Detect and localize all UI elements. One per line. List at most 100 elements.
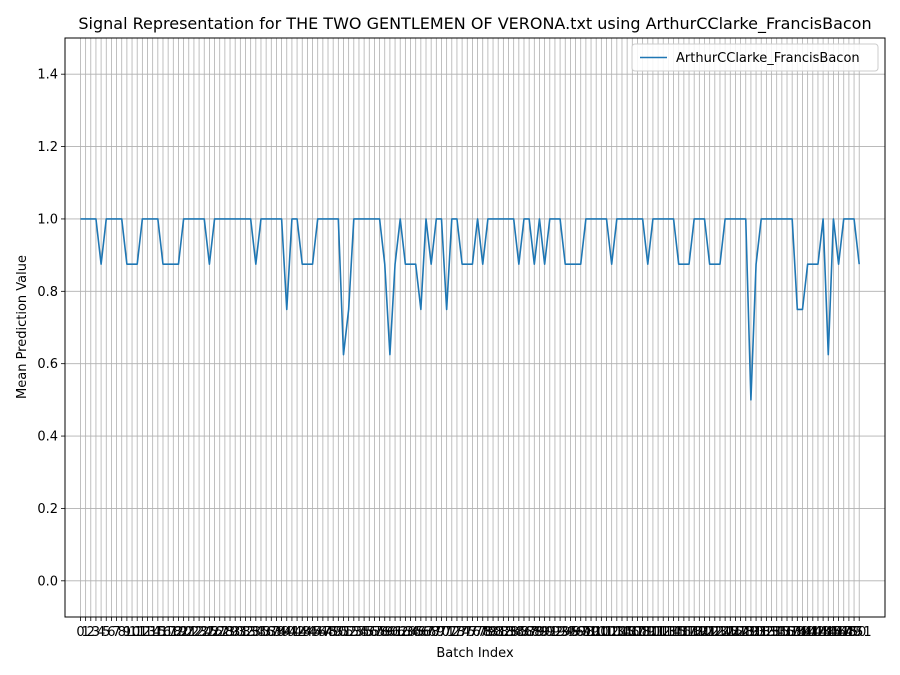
legend-label: ArthurCClarke_FrancisBacon [676,51,860,66]
x-tick-label: 144 [811,625,836,640]
x-tick-label: 20 [175,625,192,640]
x-tick-label: 77 [469,625,486,640]
x-tick-label: 136 [769,625,794,640]
x-tick-label: 120 [687,625,712,640]
x-tick-label: 80 [485,625,502,640]
x-tick-label: 62 [392,625,409,640]
x-tick-label: 111 [641,625,666,640]
x-tick-label: 148 [831,625,856,640]
x-tick-label: 25 [201,625,218,640]
x-tick-label: 72 [444,625,461,640]
x-tick-label: 22 [186,625,203,640]
x-tick-label: 97 [572,625,589,640]
x-tick-label: 145 [816,625,841,640]
x-tick-label: 10 [124,625,141,640]
x-tick-label: 147 [826,625,851,640]
x-tick-label: 142 [800,625,825,640]
legend: ArthurCClarke_FrancisBacon [631,43,879,72]
x-tick-label: 2 [87,625,95,640]
x-tick-label: 146 [821,625,846,640]
x-tick-label: 23 [191,625,208,640]
x-tick-label: 150 [842,625,867,640]
x-tick-label: 73 [449,625,466,640]
x-tick-label: 68 [423,625,440,640]
x-tick-label: 130 [738,625,763,640]
x-tick-label: 133 [754,625,779,640]
x-tick-label: 17 [160,625,177,640]
x-tick-label: 67 [418,625,435,640]
x-tick-label: 121 [692,625,717,640]
x-tick-label: 119 [682,625,707,640]
y-tick-label: 0.4 [37,430,58,445]
x-tick-label: 8 [118,625,126,640]
x-tick-label: 40 [278,625,295,640]
x-tick-label: 53 [346,625,363,640]
x-tick-label: 71 [438,625,455,640]
x-tick-label: 139 [785,625,810,640]
x-tick-label: 12 [134,625,151,640]
x-tick-label: 128 [728,625,753,640]
x-tick-label: 84 [505,625,522,640]
x-tick-label: 96 [567,625,584,640]
x-tick-label: 58 [371,625,388,640]
y-tick-label: 0.6 [37,357,58,372]
x-tick-label: 24 [196,625,213,640]
x-tick-label: 86 [516,625,533,640]
x-tick-label: 126 [718,625,743,640]
y-tick-label: 1.2 [37,140,58,155]
x-tick-label: 149 [836,625,861,640]
series-line [80,218,861,401]
x-tick-label: 94 [557,625,574,640]
x-tick-label: 11 [129,625,146,640]
x-tick-label: 109 [630,625,655,640]
x-tick-label: 4 [97,625,105,640]
x-tick-label: 14 [144,625,161,640]
x-tick-label: 41 [284,625,301,640]
x-tick-label: 116 [666,625,691,640]
x-tick-label: 42 [289,625,306,640]
x-tick-label: 88 [526,625,543,640]
x-tick-label: 129 [733,625,758,640]
x-tick-label: 37 [263,625,280,640]
x-tick-label: 26 [206,625,223,640]
x-tick-label: 124 [708,625,733,640]
x-tick-label: 56 [361,625,378,640]
x-tick-label: 104 [604,625,629,640]
x-tick-label: 81 [490,625,507,640]
x-tick-label: 131 [744,625,769,640]
x-tick-label: 52 [340,625,357,640]
x-tick-label: 115 [661,625,686,640]
x-tick-label: 9 [123,625,131,640]
y-tick-label: 0.0 [37,574,58,589]
x-tick-label: 6 [107,625,115,640]
x-tick-label: 59 [376,625,393,640]
x-tick-label: 69 [428,625,445,640]
x-tick-label: 114 [656,625,681,640]
x-tick-label: 39 [273,625,290,640]
x-tick-label: 16 [155,625,172,640]
x-tick-label: 51 [335,625,352,640]
x-tick-label: 92 [547,625,564,640]
x-tick-label: 76 [464,625,481,640]
x-tick-label: 46 [309,625,326,640]
x-tick-label: 19 [170,625,187,640]
x-tick-label: 91 [542,625,559,640]
x-tick-label: 101 [589,625,614,640]
x-tick-label: 90 [536,625,553,640]
x-tick-label: 134 [759,625,784,640]
x-tick-label: 122 [697,625,722,640]
x-tick-label: 45 [304,625,321,640]
x-tick-label: 99 [583,625,600,640]
x-tick-label: 49 [325,625,342,640]
grid [65,38,885,617]
x-tick-label: 13 [139,625,156,640]
x-tick-label: 35 [253,625,270,640]
x-tick-label: 132 [749,625,774,640]
x-tick-label: 151 [847,625,872,640]
x-tick-label: 29 [222,625,239,640]
x-tick-label: 30 [227,625,244,640]
x-tick-label: 89 [531,625,548,640]
x-tick-label: 31 [232,625,249,640]
x-tick-label: 79 [480,625,497,640]
x-tick-label: 103 [599,625,624,640]
